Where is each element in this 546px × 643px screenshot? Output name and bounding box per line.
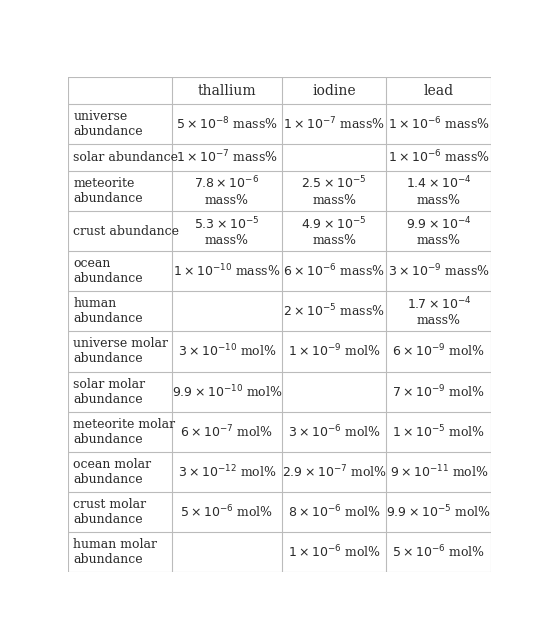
Text: human
abundance: human abundance	[73, 297, 143, 325]
Text: $5\times10^{-6}$ mol%: $5\times10^{-6}$ mol%	[180, 503, 274, 520]
Text: $1\times10^{-10}$ mass%: $1\times10^{-10}$ mass%	[173, 263, 281, 280]
Text: $8\times10^{-6}$ mol%: $8\times10^{-6}$ mol%	[288, 503, 381, 520]
Text: thallium: thallium	[198, 84, 256, 98]
Text: $3\times10^{-9}$ mass%: $3\times10^{-9}$ mass%	[388, 263, 490, 280]
Text: ocean
abundance: ocean abundance	[73, 257, 143, 285]
Text: crust molar
abundance: crust molar abundance	[73, 498, 146, 526]
Text: $1\times10^{-7}$ mass%: $1\times10^{-7}$ mass%	[283, 116, 385, 132]
Text: human molar
abundance: human molar abundance	[73, 538, 157, 566]
Text: $9.9\times10^{-10}$ mol%: $9.9\times10^{-10}$ mol%	[171, 383, 282, 400]
Text: $2.5\times10^{-5}$
mass%: $2.5\times10^{-5}$ mass%	[301, 175, 367, 206]
Text: ocean molar
abundance: ocean molar abundance	[73, 458, 151, 486]
Text: $7\times10^{-9}$ mol%: $7\times10^{-9}$ mol%	[393, 383, 485, 400]
Text: $1.7\times10^{-4}$
mass%: $1.7\times10^{-4}$ mass%	[407, 296, 471, 327]
Text: iodine: iodine	[312, 84, 356, 98]
Text: $6\times10^{-6}$ mass%: $6\times10^{-6}$ mass%	[283, 263, 385, 280]
Text: universe
abundance: universe abundance	[73, 110, 143, 138]
Text: $5\times10^{-8}$ mass%: $5\times10^{-8}$ mass%	[176, 116, 278, 132]
Text: $6\times10^{-7}$ mol%: $6\times10^{-7}$ mol%	[180, 424, 274, 440]
Text: $1\times10^{-6}$ mass%: $1\times10^{-6}$ mass%	[388, 149, 490, 166]
Text: $9.9\times10^{-4}$
mass%: $9.9\times10^{-4}$ mass%	[406, 215, 472, 247]
Text: $1\times10^{-6}$ mass%: $1\times10^{-6}$ mass%	[388, 116, 490, 132]
Text: $1\times10^{-7}$ mass%: $1\times10^{-7}$ mass%	[176, 149, 278, 166]
Text: crust abundance: crust abundance	[73, 224, 179, 237]
Text: $2\times10^{-5}$ mass%: $2\times10^{-5}$ mass%	[283, 303, 385, 320]
Text: $9\times10^{-11}$ mol%: $9\times10^{-11}$ mol%	[389, 464, 488, 480]
Text: meteorite molar
abundance: meteorite molar abundance	[73, 418, 175, 446]
Text: $9.9\times10^{-5}$ mol%: $9.9\times10^{-5}$ mol%	[387, 503, 491, 520]
Text: universe molar
abundance: universe molar abundance	[73, 338, 168, 365]
Text: $4.9\times10^{-5}$
mass%: $4.9\times10^{-5}$ mass%	[301, 215, 367, 247]
Text: meteorite
abundance: meteorite abundance	[73, 177, 143, 205]
Text: $2.9\times10^{-7}$ mol%: $2.9\times10^{-7}$ mol%	[282, 464, 387, 480]
Text: $6\times10^{-9}$ mol%: $6\times10^{-9}$ mol%	[393, 343, 485, 360]
Text: $1.4\times10^{-4}$
mass%: $1.4\times10^{-4}$ mass%	[406, 175, 472, 206]
Text: $3\times10^{-6}$ mol%: $3\times10^{-6}$ mol%	[288, 424, 381, 440]
Text: $3\times10^{-10}$ mol%: $3\times10^{-10}$ mol%	[177, 343, 276, 360]
Text: $5.3\times10^{-5}$
mass%: $5.3\times10^{-5}$ mass%	[194, 215, 260, 247]
Text: $7.8\times10^{-6}$
mass%: $7.8\times10^{-6}$ mass%	[194, 175, 259, 206]
Text: $3\times10^{-12}$ mol%: $3\times10^{-12}$ mol%	[177, 464, 276, 480]
Text: $5\times10^{-6}$ mol%: $5\times10^{-6}$ mol%	[393, 544, 485, 561]
Text: solar abundance: solar abundance	[73, 151, 179, 164]
Text: $1\times10^{-5}$ mol%: $1\times10^{-5}$ mol%	[393, 424, 485, 440]
Text: $1\times10^{-9}$ mol%: $1\times10^{-9}$ mol%	[288, 343, 381, 360]
Text: solar molar
abundance: solar molar abundance	[73, 377, 145, 406]
Text: $1\times10^{-6}$ mol%: $1\times10^{-6}$ mol%	[288, 544, 381, 561]
Text: lead: lead	[424, 84, 454, 98]
